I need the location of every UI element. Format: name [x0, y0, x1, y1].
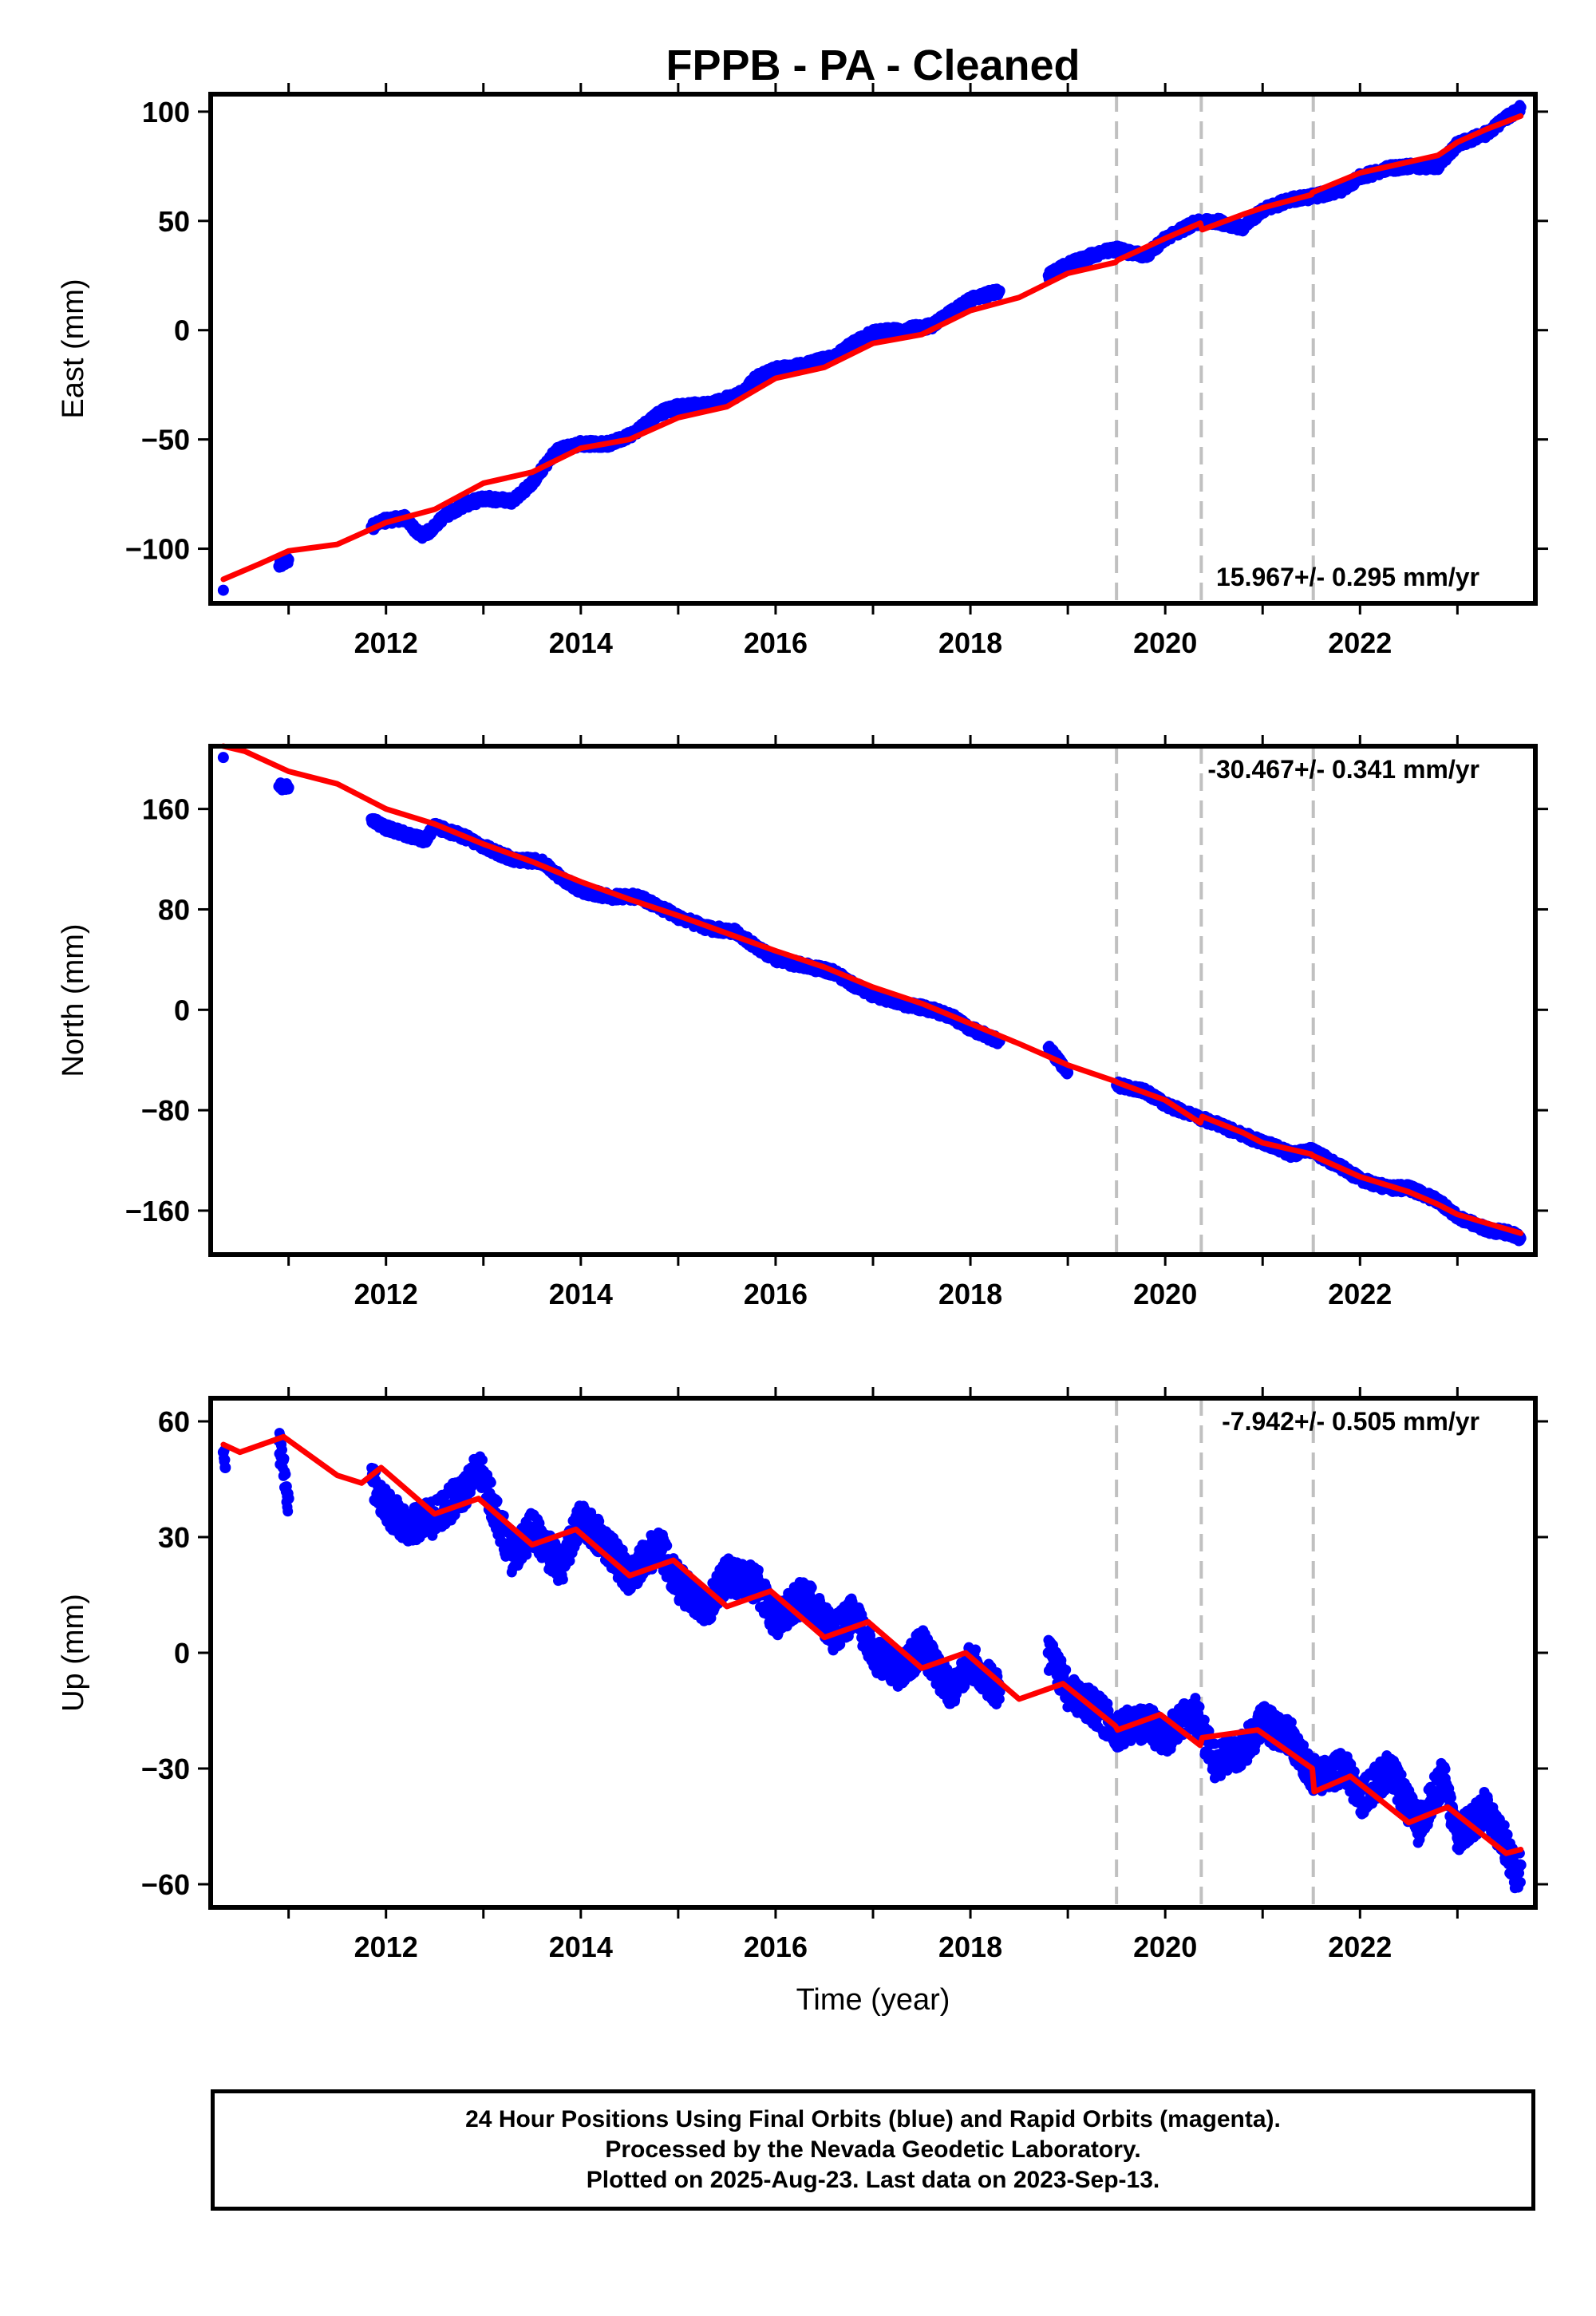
x-tick-label: 2014	[549, 626, 613, 659]
y-tick-label: 100	[142, 96, 190, 128]
data-point	[994, 285, 1005, 297]
x-tick-label: 2022	[1328, 626, 1392, 659]
data-point	[217, 584, 229, 596]
data-point	[217, 752, 229, 764]
model-series-line	[220, 113, 1524, 583]
data-point	[1515, 101, 1527, 113]
y-tick-label: 50	[158, 205, 190, 238]
chart-title: FPPB - PA - Cleaned	[666, 41, 1080, 89]
y-axis-label: East (mm)	[57, 279, 90, 418]
final-orbits-series	[217, 752, 1527, 1247]
x-tick-label: 2020	[1133, 626, 1197, 659]
y-tick-label: 0	[174, 314, 190, 347]
x-tick-label: 2012	[354, 626, 418, 659]
final-orbits-series	[217, 100, 1527, 596]
data-point	[282, 781, 294, 793]
data-point	[282, 554, 294, 566]
rate-annotation: 15.967+/- 0.295 mm/yr	[1216, 563, 1479, 591]
x-tick-label: 2018	[938, 626, 1002, 659]
y-tick-label: −50	[141, 424, 190, 456]
x-tick-label: 2016	[744, 626, 808, 659]
y-tick-label: −100	[125, 533, 190, 566]
panel-1: FPPB - PA - Cleaned −100 −50 0 50 100 2012 2014…	[57, 41, 1548, 659]
